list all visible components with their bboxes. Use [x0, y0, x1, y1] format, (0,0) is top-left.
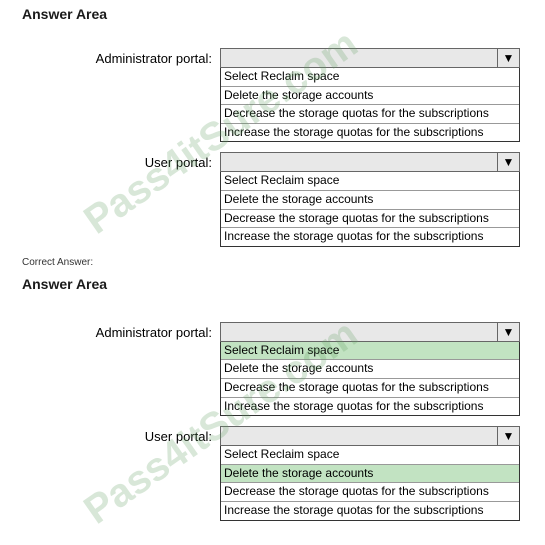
admin-portal-row-2: Administrator portal: ▼ Select Reclaim s… — [0, 320, 545, 424]
admin-portal-label: Administrator portal: — [0, 48, 220, 66]
option-item[interactable]: Increase the storage quotas for the subs… — [221, 398, 519, 416]
option-item[interactable]: Delete the storage accounts — [221, 360, 519, 379]
admin-portal-dropdown[interactable]: ▼ — [220, 322, 520, 342]
user-portal-options: Select Reclaim space Delete the storage … — [220, 172, 520, 246]
answer-area-heading-2: Answer Area — [0, 270, 545, 298]
admin-portal-options: Select Reclaim space Delete the storage … — [220, 342, 520, 416]
chevron-down-icon: ▼ — [497, 427, 519, 445]
user-portal-label: User portal: — [0, 426, 220, 444]
option-item[interactable]: Decrease the storage quotas for the subs… — [221, 483, 519, 502]
correct-answer-label: Correct Answer: — [0, 255, 545, 270]
user-portal-row-1: User portal: ▼ Select Reclaim space Dele… — [0, 150, 545, 254]
admin-portal-row-1: Administrator portal: ▼ Select Reclaim s… — [0, 46, 545, 150]
option-item[interactable]: Increase the storage quotas for the subs… — [221, 228, 519, 246]
user-portal-label: User portal: — [0, 152, 220, 170]
chevron-down-icon: ▼ — [497, 153, 519, 171]
option-item[interactable]: Increase the storage quotas for the subs… — [221, 502, 519, 520]
admin-portal-options: Select Reclaim space Delete the storage … — [220, 68, 520, 142]
option-item-selected[interactable]: Delete the storage accounts — [221, 465, 519, 484]
user-portal-row-2: User portal: ▼ Select Reclaim space Dele… — [0, 424, 545, 528]
user-portal-options: Select Reclaim space Delete the storage … — [220, 446, 520, 520]
option-item-selected[interactable]: Select Reclaim space — [221, 342, 519, 361]
option-item[interactable]: Decrease the storage quotas for the subs… — [221, 379, 519, 398]
answer-area-heading-1: Answer Area — [0, 0, 545, 28]
option-item[interactable]: Delete the storage accounts — [221, 87, 519, 106]
option-item[interactable]: Decrease the storage quotas for the subs… — [221, 105, 519, 124]
admin-portal-label: Administrator portal: — [0, 322, 220, 340]
chevron-down-icon: ▼ — [497, 323, 519, 341]
option-item[interactable]: Increase the storage quotas for the subs… — [221, 124, 519, 142]
chevron-down-icon: ▼ — [497, 49, 519, 67]
user-portal-dropdown[interactable]: ▼ — [220, 152, 520, 172]
option-item[interactable]: Delete the storage accounts — [221, 191, 519, 210]
option-item[interactable]: Select Reclaim space — [221, 446, 519, 465]
user-portal-dropdown[interactable]: ▼ — [220, 426, 520, 446]
option-item[interactable]: Decrease the storage quotas for the subs… — [221, 210, 519, 229]
option-item[interactable]: Select Reclaim space — [221, 68, 519, 87]
option-item[interactable]: Select Reclaim space — [221, 172, 519, 191]
admin-portal-dropdown[interactable]: ▼ — [220, 48, 520, 68]
